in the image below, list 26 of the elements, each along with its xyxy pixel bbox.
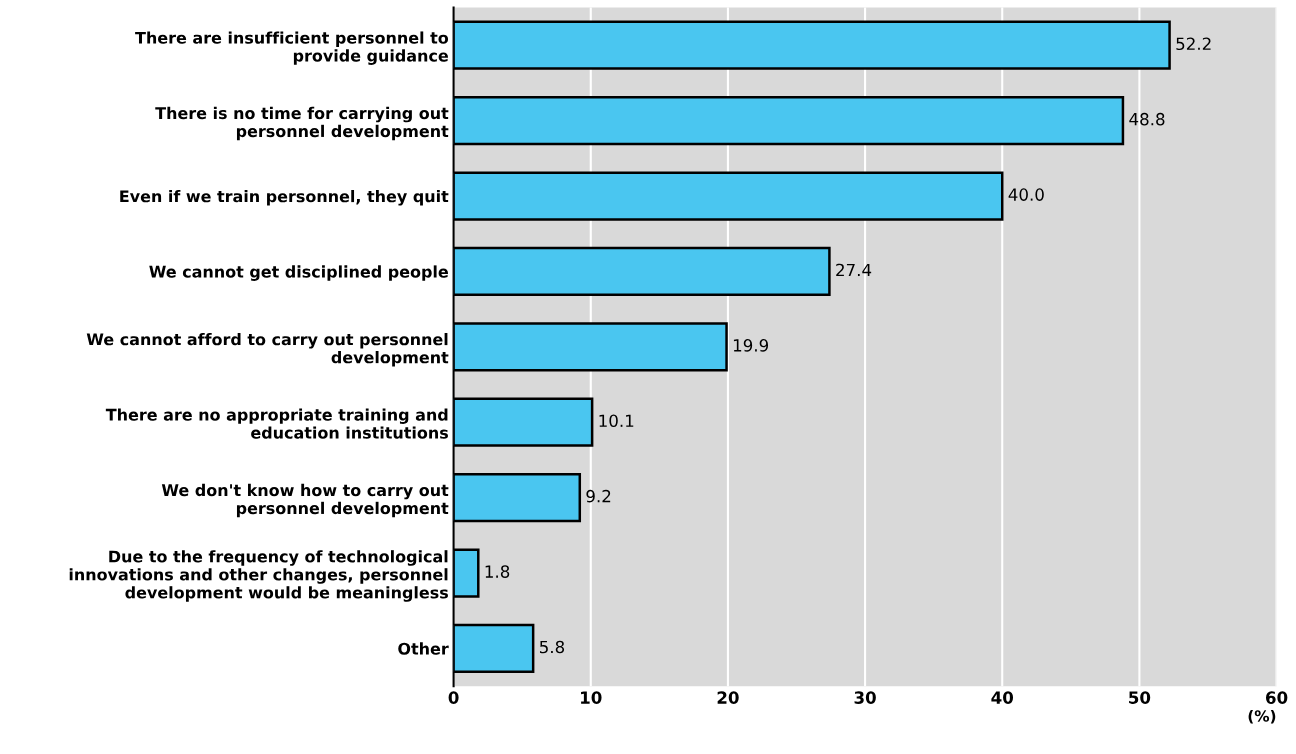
y-tick-label: We don't know how to carry out personnel development <box>161 483 449 518</box>
data-label: 48.8 <box>1129 112 1165 126</box>
x-tick-label: 60 <box>1266 691 1288 704</box>
y-tick-label: We cannot afford to carry out personnel development <box>86 332 449 367</box>
data-label: 52.2 <box>1176 37 1211 51</box>
y-tick-label: There are insufficient personnel to provide guidance <box>135 31 449 65</box>
y-tick-label: Even if we train personnel, they quit <box>120 189 449 206</box>
x-axis-title: (%) <box>1248 709 1276 724</box>
x-tick-label: 40 <box>991 691 1014 704</box>
data-label: 27.4 <box>836 263 872 277</box>
data-label: 5.8 <box>539 640 565 654</box>
data-label: 1.8 <box>485 565 510 578</box>
data-label: 10.1 <box>599 414 634 428</box>
x-tick-label: 50 <box>1129 691 1151 704</box>
data-label: 19.9 <box>733 339 769 352</box>
x-tick-label: 10 <box>581 691 602 704</box>
y-tick-label: Due to the frequency of technological innovations and other changes, personnel development would be meaningless <box>69 550 448 602</box>
y-tick-label: There are no appropriate training and education institutions <box>105 408 448 439</box>
y-tick-label: There is no time for carrying out personnel development <box>155 106 449 141</box>
data-label: 9.2 <box>586 489 611 503</box>
x-tick-label: 30 <box>854 691 876 704</box>
y-tick-label: We cannot get disciplined people <box>149 265 448 281</box>
x-tick-label: 20 <box>717 691 739 704</box>
data-label: 40.0 <box>1008 188 1044 201</box>
y-tick-label: Other <box>398 642 449 655</box>
x-tick-label: 0 <box>448 691 459 704</box>
